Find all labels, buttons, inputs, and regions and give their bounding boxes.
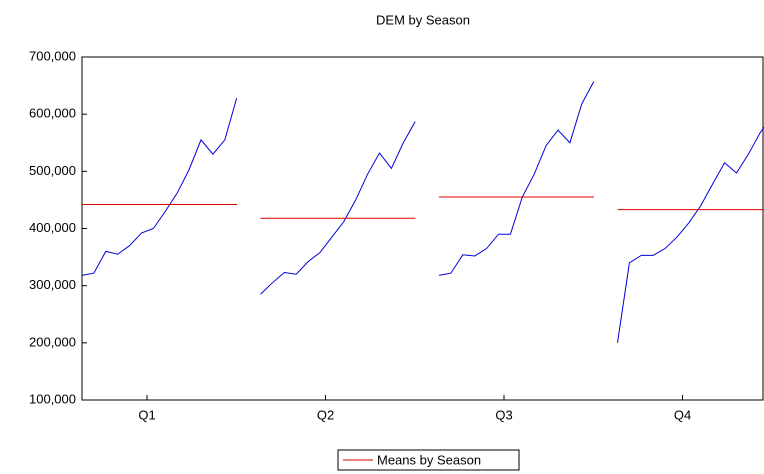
plot-frame — [81, 56, 764, 401]
y-tick-label: 600,000 — [29, 106, 76, 121]
y-tick-label: 100,000 — [29, 391, 76, 406]
y-tick-label: 700,000 — [29, 48, 76, 63]
chart-title: DEM by Season — [376, 12, 470, 27]
x-tick-label: Q4 — [674, 407, 691, 422]
y-tick-label: 400,000 — [29, 220, 76, 235]
season-line — [260, 121, 416, 295]
season-line — [82, 98, 238, 276]
season-line — [438, 81, 595, 276]
y-tick-label: 200,000 — [29, 334, 76, 349]
legend-box — [337, 449, 520, 471]
x-tick-label: Q3 — [495, 407, 512, 422]
legend-label: Means by Season — [377, 452, 481, 467]
x-tick-label: Q2 — [317, 407, 334, 422]
x-tick-label: Q1 — [138, 407, 155, 422]
y-tick-label: 500,000 — [29, 163, 76, 178]
plot-area — [82, 81, 764, 343]
y-tick-label: 300,000 — [29, 277, 76, 292]
season-line — [617, 126, 764, 343]
